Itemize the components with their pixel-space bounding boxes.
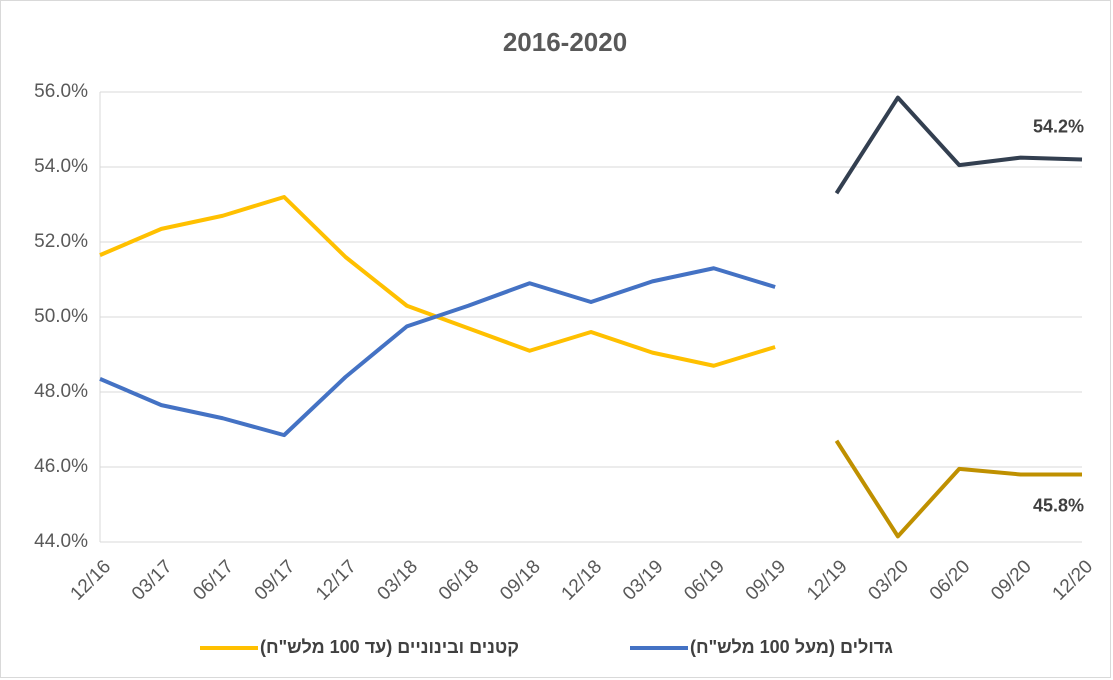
legend-label: קטנים ובינוניים (עד 100 מלש"ח) bbox=[260, 637, 519, 657]
chart-title: 2016-2020 bbox=[503, 27, 627, 57]
y-tick-label: 46.0% bbox=[34, 456, 88, 477]
y-tick-label: 50.0% bbox=[34, 306, 88, 327]
y-tick-label: 48.0% bbox=[34, 381, 88, 402]
y-tick-label: 56.0% bbox=[34, 81, 88, 102]
data-label: 45.8% bbox=[1033, 495, 1084, 515]
series-line bbox=[834, 95, 1083, 195]
y-tick-label: 54.0% bbox=[34, 156, 88, 177]
legend-label: גדולים (מעל 100 מלש"ח) bbox=[690, 637, 893, 657]
y-tick-label: 44.0% bbox=[34, 531, 88, 552]
y-tick-label: 52.0% bbox=[34, 231, 88, 252]
series-line bbox=[834, 439, 1082, 539]
series-line bbox=[99, 266, 776, 438]
data-label: 54.2% bbox=[1033, 116, 1084, 136]
